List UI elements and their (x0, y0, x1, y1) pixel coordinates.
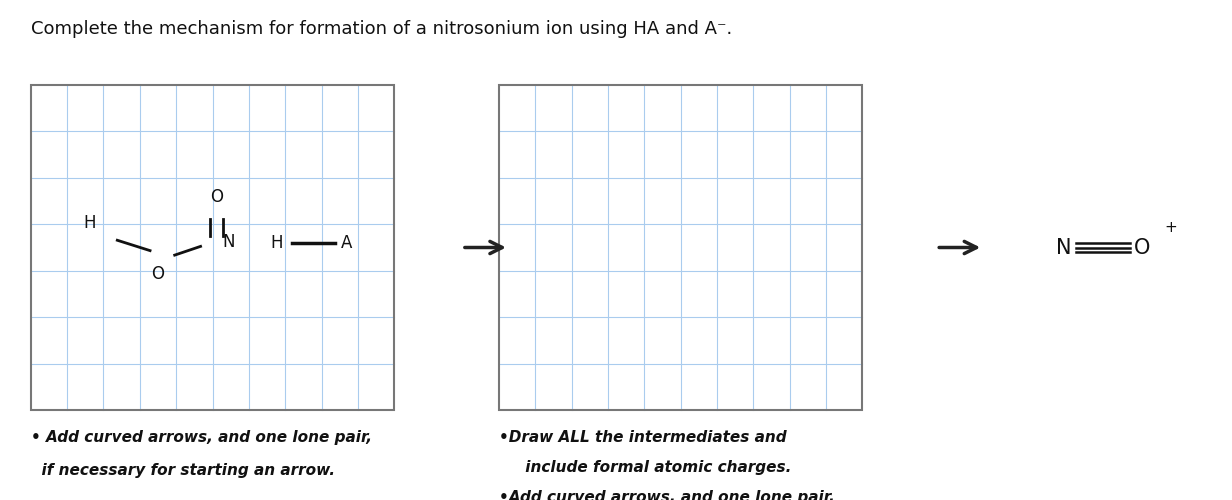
Text: O: O (211, 188, 223, 206)
Text: +: + (1164, 220, 1177, 235)
Text: •Draw ALL the intermediates and: •Draw ALL the intermediates and (499, 430, 786, 445)
Text: A: A (341, 234, 352, 252)
Text: Complete the mechanism for formation of a nitrosonium ion using HA and A⁻.: Complete the mechanism for formation of … (31, 20, 732, 38)
Text: O: O (1133, 238, 1149, 258)
Text: H: H (84, 214, 96, 232)
Text: • Add curved arrows, and one lone pair,: • Add curved arrows, and one lone pair, (31, 430, 372, 445)
Text: include formal atomic charges.: include formal atomic charges. (499, 460, 791, 475)
Text: •Add curved arrows, and one lone pair,: •Add curved arrows, and one lone pair, (499, 490, 835, 500)
Text: N: N (1056, 238, 1072, 258)
Text: N: N (223, 234, 235, 252)
Bar (499, 85, 862, 410)
Text: O: O (152, 265, 164, 283)
Text: H: H (271, 234, 283, 252)
Bar (31, 85, 394, 410)
Text: if necessary for starting an arrow.: if necessary for starting an arrow. (31, 462, 335, 477)
